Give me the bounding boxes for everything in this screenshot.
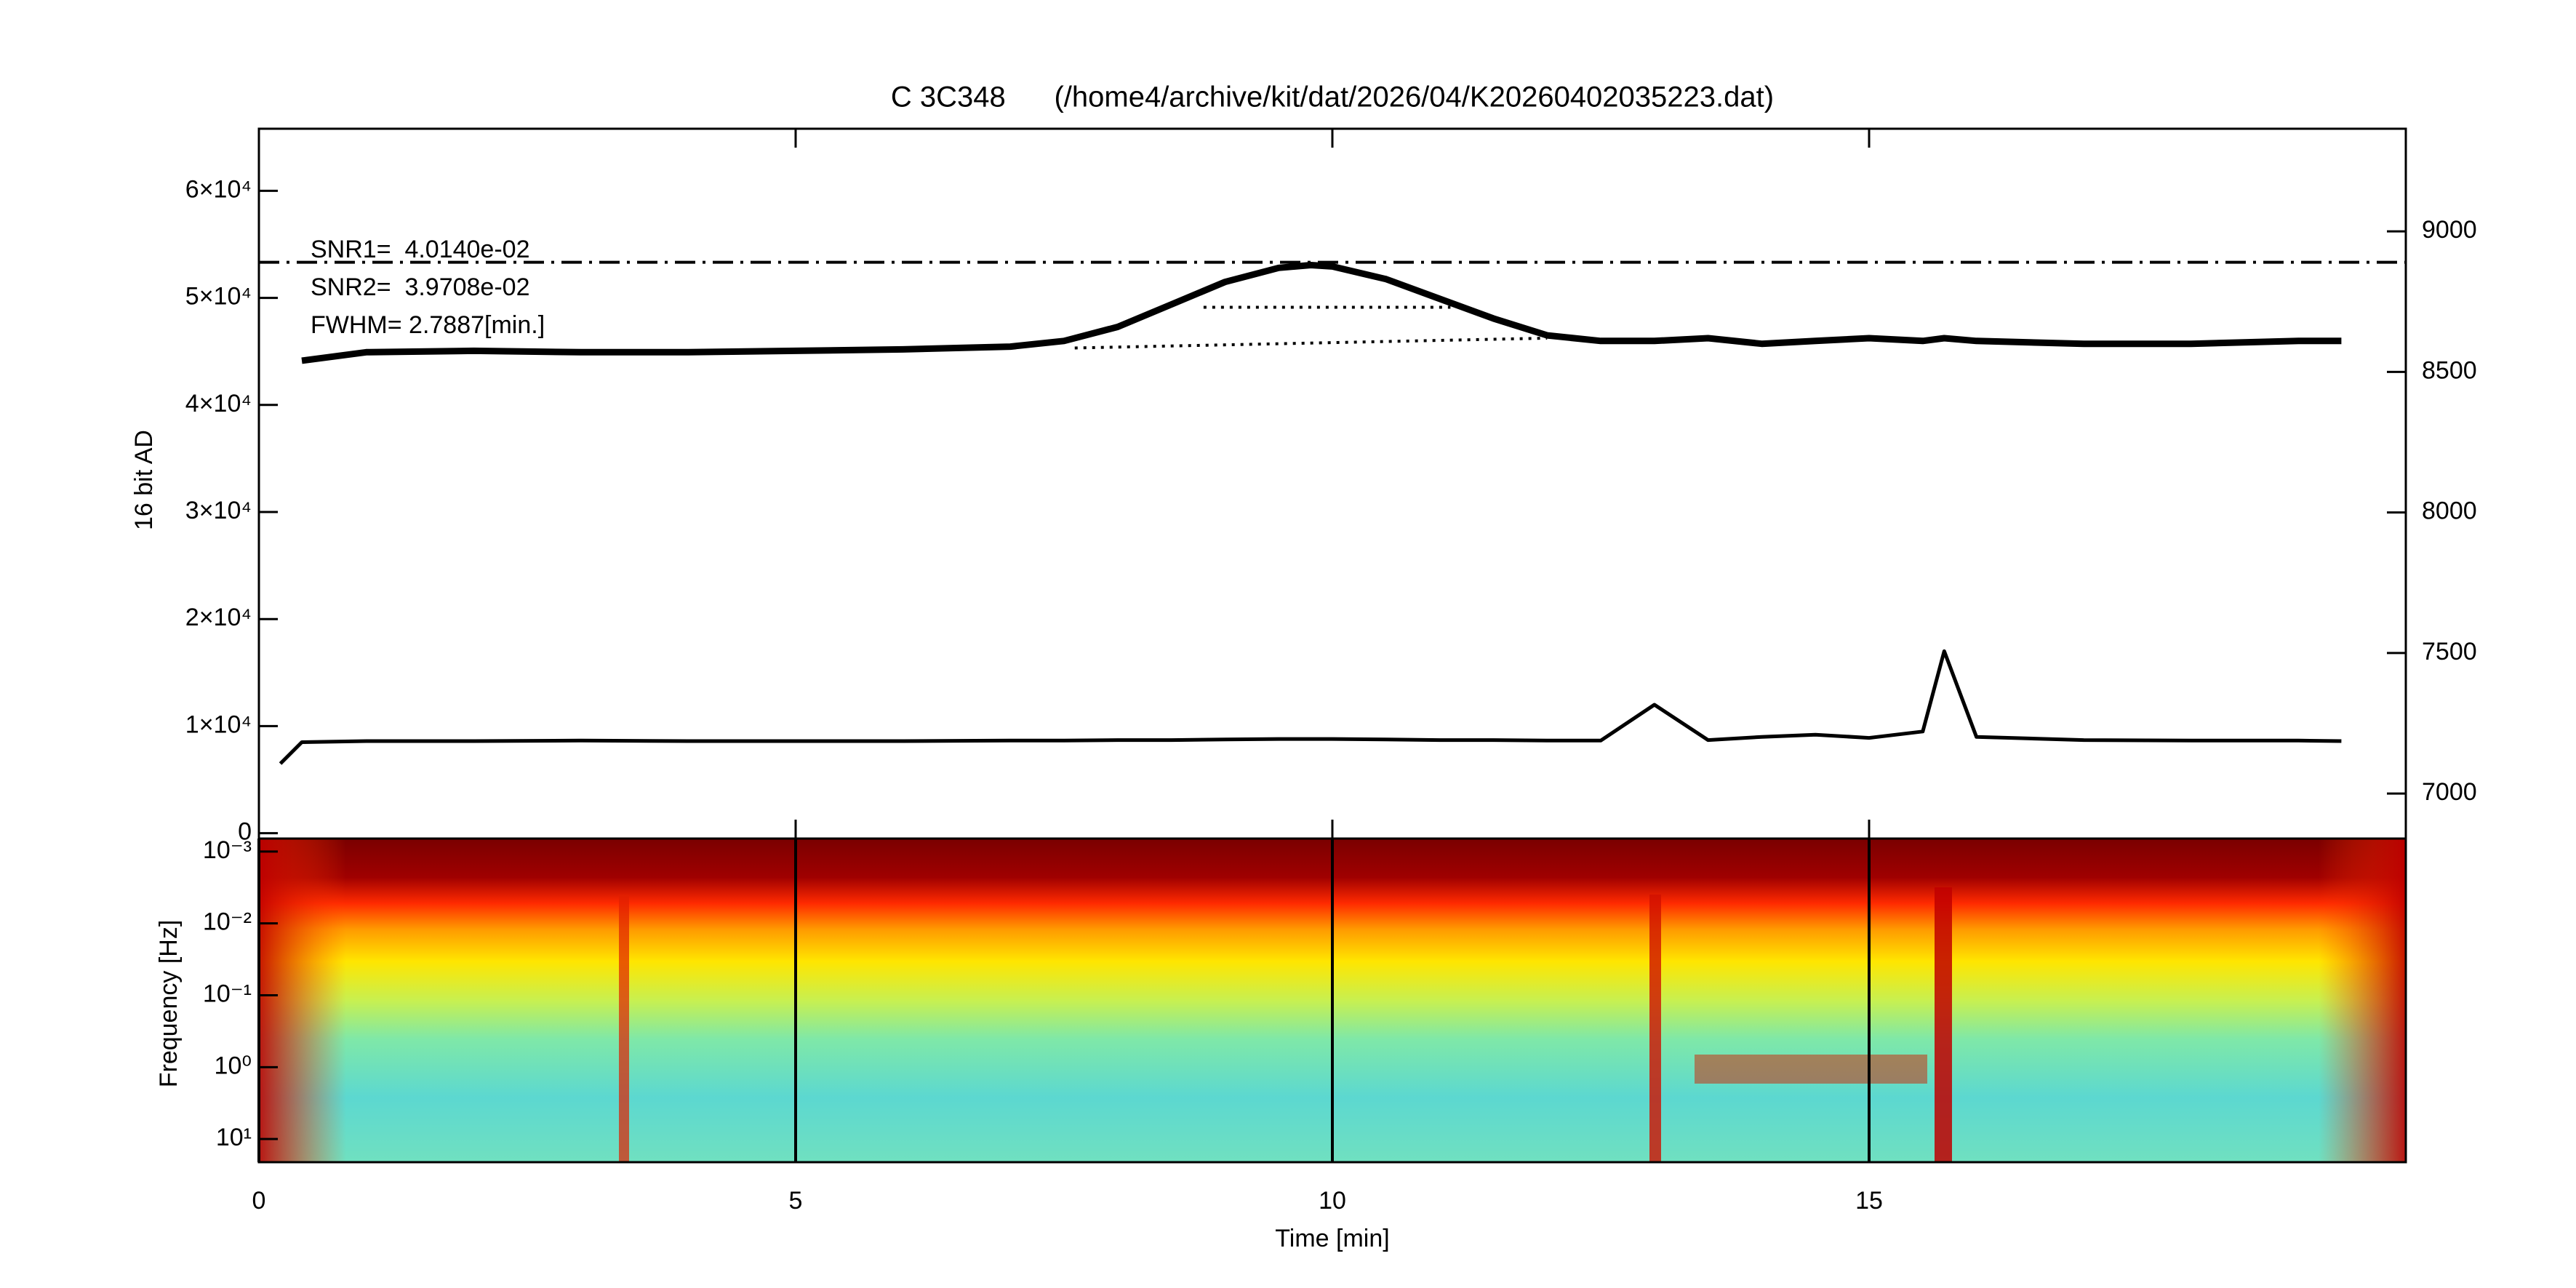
y-tick-label: 2×10⁴ (185, 604, 252, 631)
data-line (279, 649, 2342, 765)
y2-tick-label: 9000 (2422, 216, 2477, 244)
y-tick-label: 10⁰ (215, 1052, 252, 1079)
y-tick-label: 6×10⁴ (185, 175, 252, 203)
y-tick-label: 1×10⁴ (185, 711, 252, 738)
annotation: FWHM= 2.7887[min.] (311, 311, 545, 339)
y-tick-label: 3×10⁴ (185, 497, 252, 524)
spectrogram-band (1695, 1055, 1927, 1084)
y-tick-label: 10⁻¹ (203, 980, 252, 1007)
x-tick-label: 10 (1319, 1187, 1346, 1215)
spectrogram-edge (259, 839, 346, 1162)
data-line (301, 262, 2342, 364)
y-tick-label: 4×10⁴ (185, 390, 252, 417)
y-tick-label: 5×10⁴ (185, 283, 252, 311)
spectrogram-streak (1649, 895, 1661, 1162)
y-tick-label: 0 (238, 818, 252, 846)
y2-tick-label: 8500 (2422, 356, 2477, 384)
annotation: SNR1= 4.0140e-02 (311, 236, 529, 263)
plot-frame (257, 127, 2407, 840)
chart-title: C 3C348 (/home4/archive/kit/dat/2026/04/… (891, 81, 1774, 113)
spectrogram-streak (619, 895, 629, 1162)
baseline (1074, 336, 1548, 350)
x-axis-label: Time [min] (1275, 1225, 1389, 1252)
y-axis-label: Frequency [Hz] (155, 920, 183, 1088)
x-tick-label: 15 (1855, 1187, 1883, 1215)
annotation: SNR2= 3.9708e-02 (311, 273, 529, 301)
x-tick-label: 5 (789, 1187, 803, 1215)
spectrogram-edge (2319, 839, 2406, 1162)
y-tick-label: 10⁻² (203, 908, 252, 936)
plot-frame (257, 837, 2407, 1164)
y-tick-label: 10¹ (216, 1124, 252, 1151)
x-tick-label: 0 (252, 1187, 266, 1215)
y2-tick-label: 7500 (2422, 638, 2477, 665)
y2-tick-label: 7000 (2422, 778, 2477, 806)
y-axis-label: 16 bit AD (130, 430, 158, 530)
y-tick-label: 10⁻³ (203, 836, 252, 864)
spectrogram-streak (1935, 887, 1952, 1162)
y2-tick-label: 8000 (2422, 497, 2477, 525)
